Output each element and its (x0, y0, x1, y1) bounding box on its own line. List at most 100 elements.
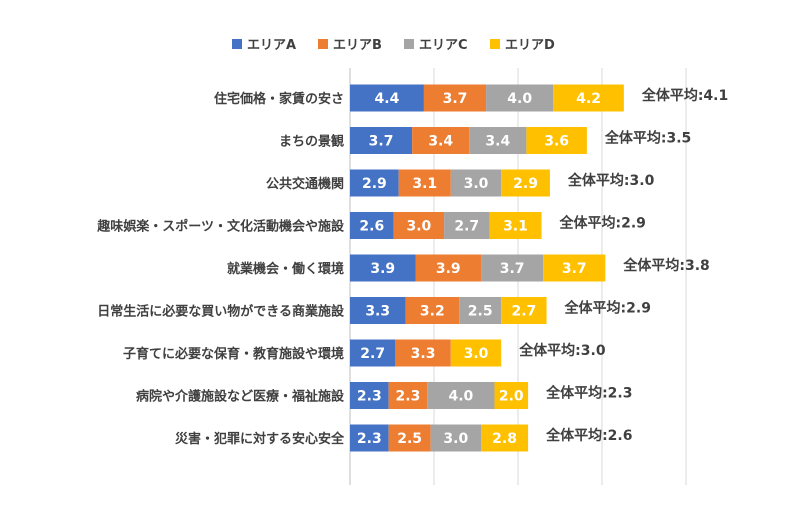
bar-segment (444, 212, 490, 239)
bar-segment (481, 424, 529, 452)
bar-segment (393, 212, 445, 239)
bar-segment (388, 382, 428, 409)
average-label: 全体平均:3.5 (604, 130, 691, 147)
bar-segment (388, 424, 431, 452)
category-label: 住宅価格・家賃の安さ (214, 91, 344, 107)
data-label: 3.4 (428, 134, 453, 150)
data-label: 3.0 (443, 431, 468, 447)
bar-segment (350, 127, 413, 154)
average-label: 全体平均:2.9 (559, 215, 646, 232)
data-label: 2.5 (468, 304, 493, 320)
data-label: 3.7 (443, 91, 468, 107)
data-label: 2.3 (396, 389, 421, 405)
data-label: 3.7 (369, 134, 394, 150)
data-label: 3.9 (436, 261, 461, 277)
bar-segment (423, 84, 487, 112)
bar-segment (412, 127, 470, 154)
data-label: 3.0 (464, 346, 489, 362)
average-label: 全体平均:3.8 (622, 257, 709, 274)
bar-segment (481, 254, 544, 282)
bar-segment (450, 169, 502, 197)
bar-segment (543, 254, 606, 282)
data-label: 3.9 (370, 261, 395, 277)
data-label: 2.5 (397, 431, 422, 447)
bar-segment (427, 382, 495, 409)
category-label: 就業機会・働く環境 (227, 261, 344, 277)
bar-segment (486, 84, 554, 112)
bar-segment (350, 382, 389, 409)
bar-segment (350, 297, 406, 324)
legend-label: エリアC (419, 38, 468, 53)
data-label: 2.9 (362, 176, 387, 192)
category-label: 災害・犯罪に対する安心安全 (175, 431, 345, 447)
bar-segment (405, 297, 460, 324)
average-label: 全体平均:2.3 (545, 385, 632, 402)
bar-segment (430, 424, 482, 452)
data-label: 2.9 (513, 176, 538, 192)
bar-segment (526, 127, 587, 154)
bar-segment (398, 169, 451, 197)
category-label: まちの景観 (279, 134, 344, 150)
legend-swatch (318, 39, 328, 49)
data-label: 4.0 (448, 389, 473, 405)
bar-segment (350, 254, 416, 282)
bar-segment (350, 212, 394, 239)
average-label: 全体平均:2.9 (564, 300, 651, 317)
legend: エリアA エリアB エリアC エリアD (232, 38, 555, 53)
data-label: 3.4 (485, 134, 510, 150)
data-label: 2.0 (499, 389, 524, 405)
bar-segment (415, 254, 482, 282)
category-label: 趣味娯楽・スポーツ・文化活動機会や施設 (96, 219, 345, 235)
data-label: 3.0 (406, 219, 431, 235)
bar-segments: 4.4 3.7 4.0 4.2 3.7 3.4 3.4 3.6 2.9 3.1 3.0 2.9 2.6 3… (350, 84, 624, 452)
bar-segment (489, 212, 542, 239)
bar-segment (459, 297, 502, 324)
data-label: 2.7 (360, 346, 385, 362)
average-label: 全体平均:4.1 (641, 87, 728, 104)
category-labels: 住宅価格・家賃の安さまちの景観公共交通機関趣味娯楽・スポーツ・文化活動機会や施設… (96, 91, 345, 447)
data-label: 2.7 (511, 304, 536, 320)
bar-segment (450, 339, 502, 367)
data-label: 2.7 (454, 219, 479, 235)
data-label: 3.1 (412, 176, 437, 192)
legend-swatch (490, 39, 500, 49)
data-label: 2.8 (492, 431, 517, 447)
bar-segment (350, 169, 399, 197)
data-label: 3.6 (544, 134, 569, 150)
legend-label: エリアD (505, 38, 555, 53)
category-label: 病院や介護施設など医療・福祉施設 (136, 389, 345, 405)
bar-segment (350, 339, 396, 367)
legend-swatch (404, 39, 414, 49)
data-label: 3.3 (411, 346, 436, 362)
data-label: 3.7 (562, 261, 587, 277)
data-label: 2.6 (359, 219, 384, 235)
average-label: 全体平均:2.6 (545, 427, 632, 444)
bar-segment (494, 382, 529, 409)
data-label: 3.1 (503, 219, 528, 235)
bar-segment (469, 127, 527, 154)
data-label: 4.4 (375, 91, 400, 107)
category-label: 日常生活に必要な買い物ができる商業施設 (97, 304, 345, 320)
bar-segment (501, 169, 550, 197)
data-label: 2.3 (357, 431, 382, 447)
bar-segment (553, 84, 624, 112)
bar-segment (350, 84, 424, 112)
average-label: 全体平均:3.0 (567, 172, 655, 189)
average-labels: 全体平均:4.1 全体平均:3.5 全体平均:3.0 全体平均:2.9 全体平均:3.8… (518, 87, 728, 444)
bar-segment (501, 297, 547, 324)
data-label: 4.0 (507, 91, 532, 107)
data-label: 2.3 (357, 389, 382, 405)
bar-segment (395, 339, 451, 367)
legend-swatch (232, 39, 242, 49)
category-label: 子育てに必要な保育・教育施設や環境 (123, 346, 344, 362)
data-label: 3.2 (420, 304, 445, 320)
legend-label: エリアB (333, 38, 382, 53)
legend-label: エリアA (247, 38, 296, 53)
data-label: 3.0 (464, 176, 489, 192)
data-label: 3.7 (500, 261, 525, 277)
data-label: 3.3 (365, 304, 390, 320)
data-label: 4.2 (576, 91, 601, 107)
average-label: 全体平均:3.0 (518, 342, 606, 359)
bar-segment (350, 424, 389, 452)
